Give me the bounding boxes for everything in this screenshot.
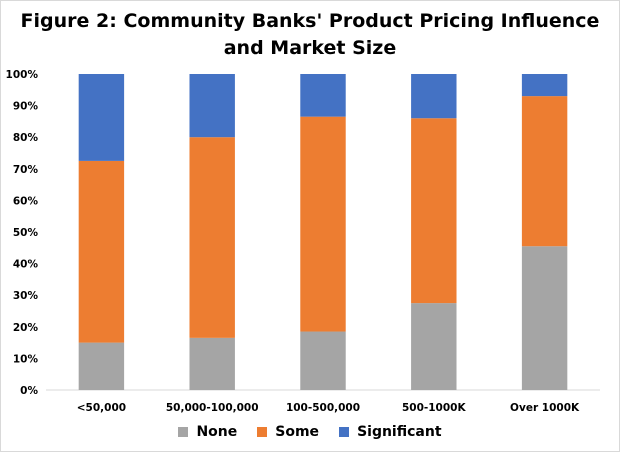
chart-legend: None Some Significant xyxy=(0,424,620,440)
legend-item-none: None xyxy=(178,424,237,440)
legend-swatch xyxy=(178,427,189,437)
bar-segment-significant xyxy=(78,74,125,161)
bar-segment-significant xyxy=(411,74,457,119)
bar-segment-some xyxy=(189,137,235,338)
y-tick-label: 60% xyxy=(13,195,39,207)
y-tick-label: 20% xyxy=(13,322,39,334)
bar-segment-none xyxy=(300,331,346,390)
bar-segment-significant xyxy=(189,74,235,138)
legend-item-significant: Significant xyxy=(339,424,442,440)
chart-title-line-2: and Market Size xyxy=(223,37,397,59)
y-tick-label: 90% xyxy=(13,101,39,113)
y-tick-label: 0% xyxy=(20,385,38,397)
legend-swatch xyxy=(339,427,350,437)
bar-segment-none xyxy=(521,246,568,390)
legend-item-some: Some xyxy=(257,424,319,440)
bar-segment-none xyxy=(189,337,235,390)
bar-segment-some xyxy=(78,160,125,343)
chart-title-line-1: Figure 2: Community Banks' Product Prici… xyxy=(20,10,600,32)
bar-segment-some xyxy=(411,118,457,304)
y-tick-label: 70% xyxy=(13,164,39,176)
chart-title: Figure 2: Community Banks' Product Prici… xyxy=(0,8,620,62)
legend-swatch xyxy=(257,427,268,437)
x-category-label: <50,000 xyxy=(77,402,126,414)
y-tick-label: 30% xyxy=(13,290,39,302)
bar-segment-some xyxy=(300,116,346,332)
legend-label: Some xyxy=(275,424,320,440)
bar-segment-significant xyxy=(521,74,568,97)
legend-label: Significant xyxy=(357,424,442,440)
x-category-label: 500-1000K xyxy=(402,402,466,414)
bar-segment-some xyxy=(521,96,568,247)
y-tick-label: 10% xyxy=(13,353,39,365)
y-tick-label: 100% xyxy=(6,69,39,81)
bar-segment-none xyxy=(411,303,457,390)
x-category-label: Over 1000K xyxy=(510,402,580,414)
legend-label: None xyxy=(196,424,238,440)
y-tick-label: 40% xyxy=(13,259,39,271)
x-category-label: 100-500,000 xyxy=(286,402,360,414)
bar-segment-significant xyxy=(300,74,346,117)
bar-segment-none xyxy=(78,342,125,390)
y-tick-label: 80% xyxy=(13,132,39,144)
y-tick-label: 50% xyxy=(13,227,39,239)
x-category-label: 50,000-100,000 xyxy=(166,402,259,414)
